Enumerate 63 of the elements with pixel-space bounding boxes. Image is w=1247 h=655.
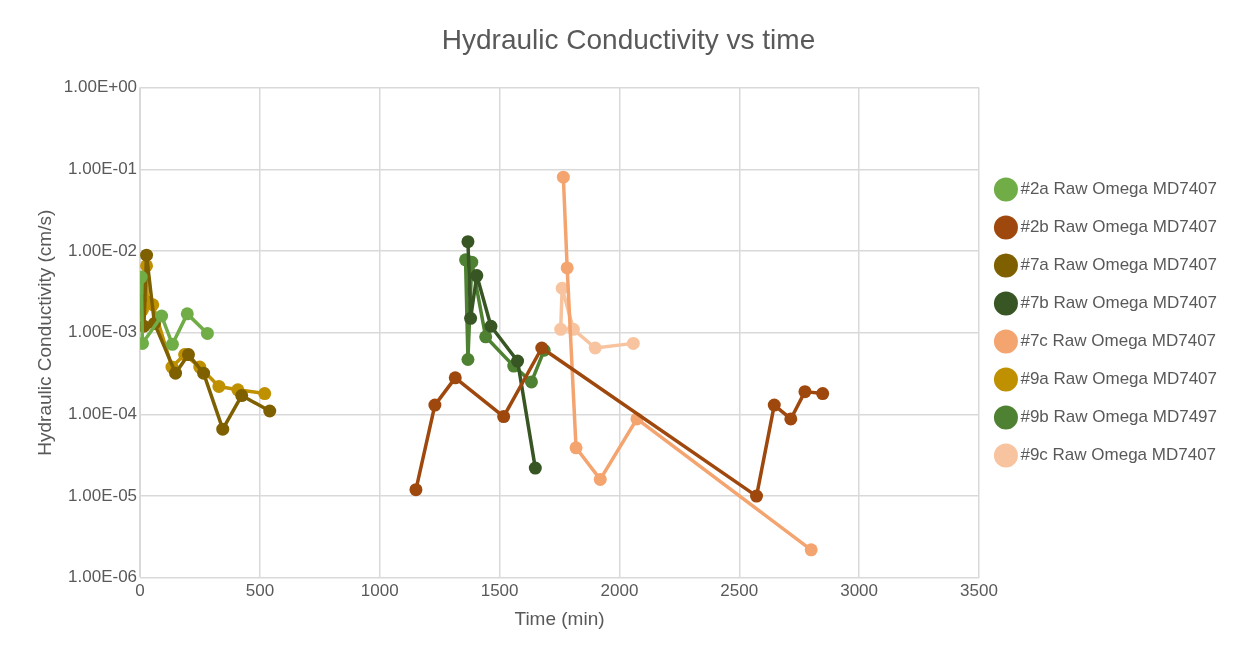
point xyxy=(155,309,169,323)
point xyxy=(767,398,781,412)
point xyxy=(200,326,214,340)
x-tick-label: 3000 xyxy=(840,580,879,600)
x-tick-label: 2000 xyxy=(600,580,639,600)
point xyxy=(258,387,272,401)
legend-label: #2b Raw Omega MD7407 xyxy=(1020,217,1217,237)
point xyxy=(461,235,475,249)
y-tick-label: 1.00E-05 xyxy=(68,485,138,505)
chart-title: Hydraulic Conductivity vs time xyxy=(441,23,816,55)
point xyxy=(511,354,525,368)
y-tick-label: 1.00E-02 xyxy=(68,240,138,260)
y-tick-label: 1.00E-01 xyxy=(68,158,138,178)
legend-label: #7b Raw Omega MD7407 xyxy=(1020,293,1217,313)
point xyxy=(804,543,818,557)
point xyxy=(140,248,154,262)
legend-label: #2a Raw Omega MD7407 xyxy=(1020,179,1217,199)
point xyxy=(750,489,764,503)
point xyxy=(169,366,183,380)
point xyxy=(212,379,226,393)
point xyxy=(569,441,583,455)
x-tick-label: 1000 xyxy=(360,580,399,600)
x-tick-label: 3500 xyxy=(960,580,998,600)
point xyxy=(263,404,277,418)
point xyxy=(816,387,830,401)
point xyxy=(497,410,511,424)
point xyxy=(216,422,230,436)
point xyxy=(593,472,607,486)
legend-label: #7c Raw Omega MD7407 xyxy=(1020,331,1217,351)
point xyxy=(560,261,574,275)
x-tick-label: 500 xyxy=(245,580,275,600)
x-tick-label: 0 xyxy=(135,580,145,600)
point xyxy=(798,385,812,399)
y-axis-title: Hydraulic Conductivity (cm/s) xyxy=(33,209,55,456)
point xyxy=(556,170,570,184)
point xyxy=(448,371,462,385)
legend-label: #9b Raw Omega MD7497 xyxy=(1020,407,1217,427)
point xyxy=(588,341,602,355)
point xyxy=(165,337,179,351)
y-tick-label: 1.00E-04 xyxy=(68,404,138,424)
x-tick-label: 1500 xyxy=(480,580,519,600)
point xyxy=(524,375,538,389)
point xyxy=(464,311,478,325)
x-axis-title: Time (min) xyxy=(514,607,605,629)
point xyxy=(470,269,484,283)
point xyxy=(409,483,423,497)
point xyxy=(197,366,211,380)
legend-label: #9c Raw Omega MD7407 xyxy=(1020,445,1217,465)
point xyxy=(461,352,475,366)
point xyxy=(784,412,798,426)
x-tick-label: 2500 xyxy=(720,580,759,600)
point xyxy=(626,336,640,350)
y-tick-label: 1.00E+00 xyxy=(63,77,138,97)
legend-label: #9a Raw Omega MD7407 xyxy=(1020,369,1217,389)
point xyxy=(428,398,442,412)
point xyxy=(554,322,568,336)
point xyxy=(235,389,249,403)
point xyxy=(180,307,194,321)
y-tick-label: 1.00E-03 xyxy=(68,322,138,342)
point xyxy=(484,319,498,333)
legend-label: #7a Raw Omega MD7407 xyxy=(1020,255,1217,275)
point xyxy=(528,461,542,475)
point xyxy=(479,330,493,344)
